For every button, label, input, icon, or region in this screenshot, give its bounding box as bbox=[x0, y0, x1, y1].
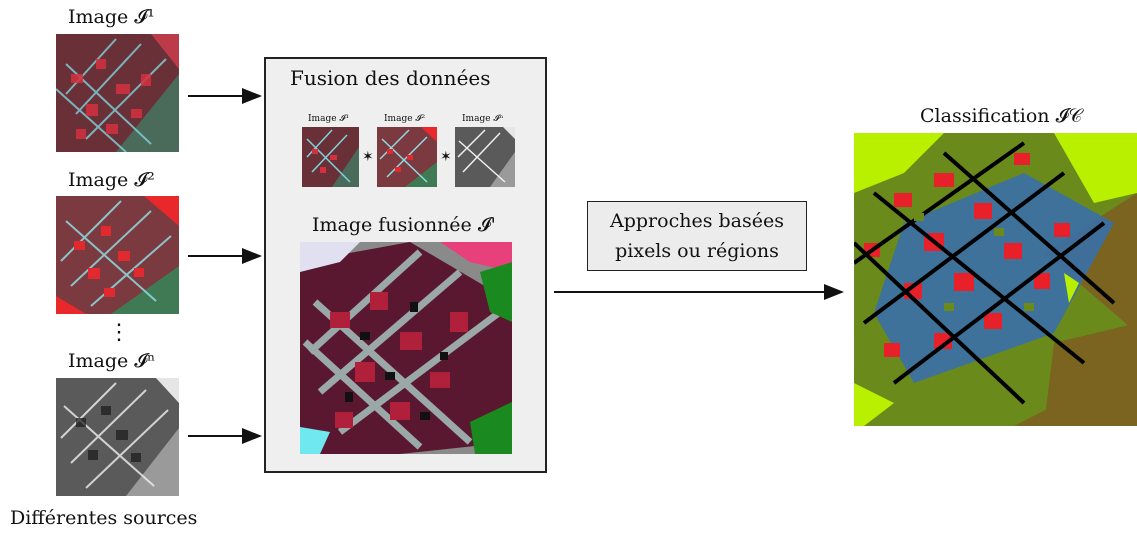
fusion-thumb-2 bbox=[377, 127, 437, 187]
source-ellipsis: ⋮ bbox=[108, 320, 130, 345]
source-image-2-pattern bbox=[56, 196, 179, 314]
fused-image-label: Image fusionnée 𝓘' bbox=[312, 214, 496, 236]
fusion-thumb-1-label: Image 𝓘¹ bbox=[308, 114, 350, 124]
approach-line-2: pixels ou régions bbox=[615, 240, 779, 262]
fusion-thumb-n bbox=[455, 127, 515, 187]
approach-line-1: Approches basées bbox=[610, 210, 784, 232]
fusion-operator-1: ✶ bbox=[362, 149, 374, 165]
fusion-title: Fusion des données bbox=[290, 66, 491, 90]
source-image-n-pattern bbox=[56, 378, 179, 496]
classification-label: Classification 𝓘𝒞 bbox=[920, 105, 1083, 127]
source-image-2-label: Image 𝓘² bbox=[68, 169, 155, 191]
fusion-thumb-2-label: Image 𝓘² bbox=[384, 114, 426, 124]
classification-image bbox=[854, 133, 1137, 426]
source-image-2 bbox=[56, 196, 179, 314]
source-image-1-label: Image 𝓘¹ bbox=[68, 6, 155, 28]
source-image-n-label: Image 𝓘ⁿ bbox=[68, 350, 156, 372]
source-image-1 bbox=[56, 34, 179, 152]
fusion-thumb-1 bbox=[302, 127, 359, 187]
source-image-n bbox=[56, 378, 179, 496]
source-image-1-pattern bbox=[56, 34, 179, 152]
sources-caption: Différentes sources bbox=[10, 507, 198, 529]
fusion-thumb-n-label: Image 𝓘ⁿ bbox=[462, 114, 504, 124]
approach-box: Approches basées pixels ou régions bbox=[587, 201, 807, 271]
fused-image bbox=[300, 242, 512, 454]
fusion-operator-2: ✶ bbox=[440, 149, 452, 165]
